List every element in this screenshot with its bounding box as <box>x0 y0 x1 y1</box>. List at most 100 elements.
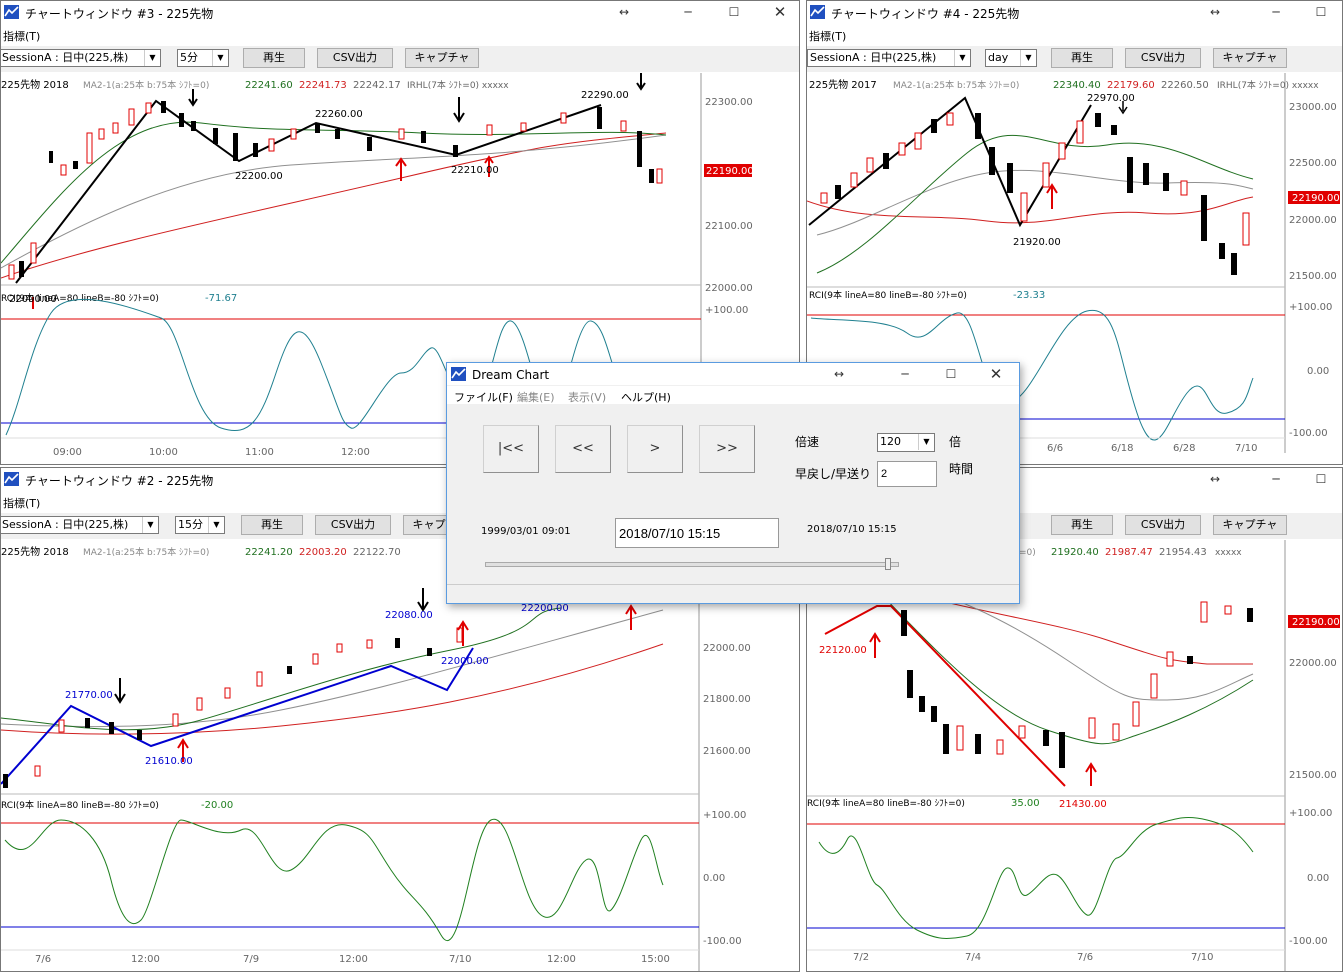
ma-value-3: 21954.43 <box>1159 547 1207 558</box>
session-select[interactable]: SessionA : 日中(225,株) ▼ <box>1 49 161 67</box>
time-tick: 12:00 <box>341 447 370 458</box>
interval-select[interactable]: 5分 ▼ <box>177 49 229 67</box>
menu-file[interactable]: ファイル(F) <box>454 391 513 404</box>
sell-arrow-icon <box>417 588 429 612</box>
ma-value-1: 22241.20 <box>245 547 293 558</box>
app-icon <box>4 5 19 19</box>
price-tick: 21500.00 <box>1289 271 1337 282</box>
series-name: 225先物 2017 <box>809 78 877 91</box>
capture-button[interactable]: キャプチャ <box>405 48 479 68</box>
menu-view[interactable]: 表示(V) <box>568 391 607 404</box>
price-chart[interactable]: 225先物 2017 MA2-1(a:25本 b:75本 ｼﾌﾄ=0) 2234… <box>807 73 1343 465</box>
play-button[interactable]: 再生 <box>1051 515 1113 535</box>
interval-select[interactable]: 15分 ▼ <box>175 516 225 534</box>
jump-to-start-button[interactable]: |<< <box>483 425 539 473</box>
menu-help[interactable]: ヘルプ(H) <box>621 391 671 404</box>
title-bar[interactable]: チャートウィンドウ #3 - 225先物 ↔ ─ ☐ ✕ <box>1 1 799 23</box>
capture-button[interactable]: キャプチャ <box>1213 515 1287 535</box>
session-value: SessionA : 日中(225,株) <box>2 518 129 531</box>
current-price-box <box>704 164 752 177</box>
session-select[interactable]: SessionA : 日中(225,株) ▼ <box>807 49 971 67</box>
play-button[interactable]: 再生 <box>241 515 303 535</box>
candlesticks <box>8 101 663 280</box>
resize-icon: ↔ <box>833 367 845 381</box>
rci-value: 35.00 <box>1011 798 1040 809</box>
dialog-menu-bar: ファイル(F) 編集(E) 表示(V) ヘルプ(H) <box>447 386 1019 404</box>
ma-value-3: 22242.17 <box>353 80 401 91</box>
rewind-unit: 時間 <box>949 462 974 476</box>
play-button[interactable]: 再生 <box>243 48 305 68</box>
csv-export-button[interactable]: CSV出力 <box>1125 515 1201 535</box>
csv-export-button[interactable]: CSV出力 <box>317 48 393 68</box>
fast-forward-button[interactable]: >> <box>699 425 755 473</box>
time-tick: 7/10 <box>1191 952 1213 963</box>
window-title: チャートウィンドウ #3 - 225先物 <box>25 7 214 21</box>
play-button[interactable]: 再生 <box>1051 48 1113 68</box>
price-tick: 21600.00 <box>703 746 751 757</box>
maximize-button[interactable]: ☐ <box>945 367 957 381</box>
sell-arrow-icon <box>114 678 126 704</box>
minimize-button[interactable]: ─ <box>684 5 692 19</box>
time-tick: 09:00 <box>53 447 82 458</box>
menu-indicator[interactable]: 指標(T) <box>3 497 41 510</box>
maximize-button[interactable]: ☐ <box>1315 472 1327 486</box>
rci-tick: 0.00 <box>1307 873 1329 884</box>
series-name: 225先物 2018 <box>1 78 69 91</box>
maximize-button[interactable]: ☐ <box>728 5 740 19</box>
close-button[interactable]: ✕ <box>989 365 1003 383</box>
interval-select[interactable]: day ▼ <box>985 49 1037 67</box>
time-tick: 12:00 <box>339 954 368 965</box>
csv-export-button[interactable]: CSV出力 <box>1125 48 1201 68</box>
rci-tick: 0.00 <box>703 873 725 884</box>
irhl-label: xxxxx <box>1215 548 1242 558</box>
price-chart[interactable]: 225先物 2018 MA2-1(a:25本 b:75本 ｼﾌﾄ=0) 2224… <box>1 540 800 972</box>
minimize-button[interactable]: ─ <box>1272 5 1280 19</box>
irhl-label: IRHL(7本 ｼﾌﾄ=0) xxxxx <box>407 79 509 91</box>
zigzag-label: 22000.00 <box>441 656 489 667</box>
chevron-down-icon: ▼ <box>144 50 160 66</box>
sell-arrow-icon <box>636 73 646 91</box>
capture-button[interactable]: キャプチャ <box>1213 48 1287 68</box>
session-select[interactable]: SessionA : 日中(225,株) ▼ <box>1 516 159 534</box>
ma-value-2: 22003.20 <box>299 547 347 558</box>
zigzag-label: 22200.00 <box>521 603 569 614</box>
current-price: 22190.00 <box>706 166 754 177</box>
step-forward-button[interactable]: > <box>627 425 683 473</box>
price-chart[interactable]: =0) 21920.40 21987.47 21954.43 xxxxx 220… <box>807 540 1343 972</box>
zigzag-line <box>15 99 602 284</box>
maximize-button[interactable]: ☐ <box>1315 5 1327 19</box>
zigzag-label: 22200.00 <box>235 171 283 182</box>
menu-indicator[interactable]: 指標(T) <box>3 30 41 43</box>
csv-export-button[interactable]: CSV出力 <box>315 515 391 535</box>
time-tick: 7/6 <box>35 954 51 965</box>
time-tick: 12:00 <box>131 954 160 965</box>
zigzag-label: 22260.00 <box>315 109 363 120</box>
rewind-hours-input[interactable] <box>877 461 937 487</box>
menu-edit[interactable]: 編集(E) <box>517 391 555 404</box>
dialog-title: Dream Chart <box>472 368 550 382</box>
title-bar[interactable]: チャートウィンドウ #4 - 225先物 ↔ ─ ☐ <box>807 1 1342 23</box>
slider-thumb[interactable] <box>884 558 891 570</box>
session-value: SessionA : 日中(225,株) <box>810 51 937 64</box>
time-tick: 7/9 <box>243 954 259 965</box>
rci-value: -23.33 <box>1013 290 1045 301</box>
rci-label: RCI(9本 lineA=80 lineB=-80 ｼﾌﾄ=0) <box>1 799 159 811</box>
app-icon <box>451 367 466 381</box>
current-date-input[interactable] <box>615 518 779 548</box>
chevron-down-icon: ▼ <box>918 434 934 450</box>
current-price-box <box>1288 191 1340 204</box>
time-tick: 7/10 <box>1235 443 1257 454</box>
menu-indicator[interactable]: 指標(T) <box>809 30 847 43</box>
playback-slider[interactable] <box>485 558 899 571</box>
rewind-button[interactable]: << <box>555 425 611 473</box>
slider-track <box>485 562 899 567</box>
dialog-title-bar[interactable]: Dream Chart ↔ ─ ☐ ✕ <box>447 363 1019 385</box>
rewind-label: 早戻し/早送り <box>795 467 872 481</box>
rci-label: RCI(9本 lineA=80 lineB=-80 ｼﾌﾄ=0) <box>809 289 967 301</box>
price-tick: 22000.00 <box>703 643 751 654</box>
speed-select[interactable]: 120 ▼ <box>877 433 935 452</box>
minimize-button[interactable]: ─ <box>1272 472 1280 486</box>
menu-bar: 指標(T) <box>807 26 1342 44</box>
close-button[interactable]: ✕ <box>773 3 787 21</box>
minimize-button[interactable]: ─ <box>901 367 909 381</box>
